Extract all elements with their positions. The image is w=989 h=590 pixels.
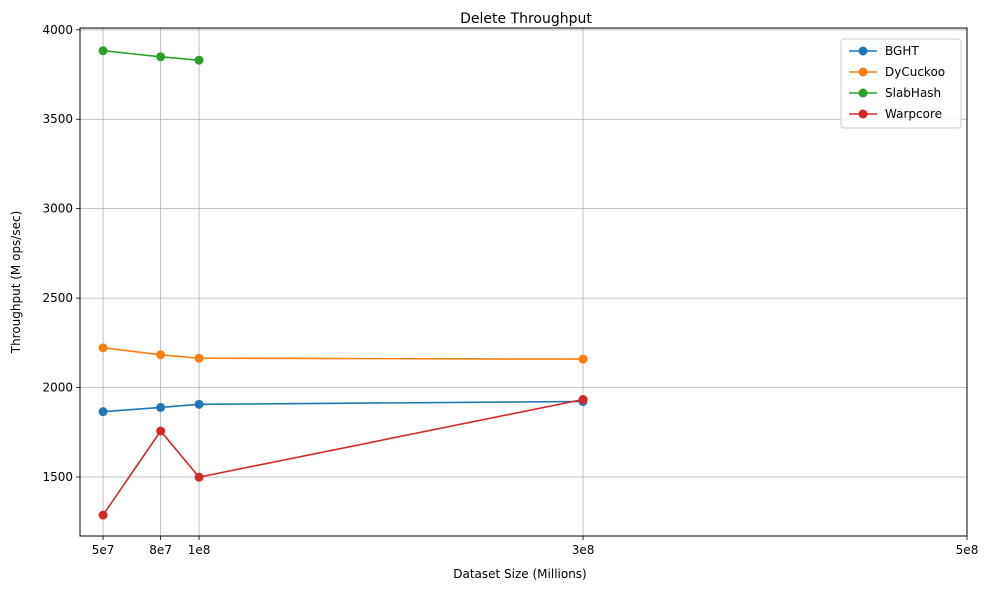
data-point: [156, 426, 166, 436]
y-tick-label: 3000: [42, 202, 73, 216]
series-slabhash: [98, 46, 204, 65]
x-tick-label: 5e8: [956, 543, 979, 557]
data-point: [156, 52, 166, 62]
legend-label: BGHT: [885, 44, 919, 58]
y-tick-label: 2000: [42, 381, 73, 395]
series-line-warpcore: [102, 398, 584, 516]
legend-label: Warpcore: [885, 107, 942, 121]
series-lines: [98, 46, 588, 520]
x-tick-label: 3e8: [572, 543, 595, 557]
legend-item: Warpcore: [849, 107, 942, 121]
y-tick-label: 3500: [42, 112, 73, 126]
x-tick-label: 5e7: [92, 543, 115, 557]
legend-box: [840, 38, 962, 129]
legend-marker: [858, 67, 868, 77]
legend-marker: [858, 88, 868, 98]
series-line-dycuckoo: [102, 347, 584, 360]
x-tick-label: 8e7: [149, 543, 172, 557]
data-point: [98, 343, 108, 353]
y-axis-label: Throughput (M ops/sec): [9, 211, 23, 355]
legend-marker: [858, 109, 868, 119]
legend: BGHT DyCuckoo SlabHash Warpcore: [840, 38, 962, 129]
series-dycuckoo: [98, 343, 588, 364]
data-point: [194, 55, 204, 65]
data-point: [194, 472, 204, 482]
plot-frame: [79, 27, 968, 537]
y-tick-label: 2500: [42, 291, 73, 305]
data-point: [578, 395, 588, 405]
y-tick-label: 1500: [42, 470, 73, 484]
chart-title: Delete Throughput: [460, 11, 592, 27]
data-point: [98, 407, 108, 417]
data-point: [194, 353, 204, 363]
data-point: [578, 354, 588, 364]
legend-item: SlabHash: [849, 86, 941, 100]
data-point: [156, 402, 166, 412]
grid-lines: [80, 28, 968, 536]
series-line-bght: [102, 400, 584, 413]
y-tick-label: 4000: [42, 23, 73, 37]
data-point: [98, 46, 108, 56]
legend-item: DyCuckoo: [849, 65, 945, 79]
legend-marker: [858, 46, 868, 56]
data-point: [194, 399, 204, 409]
axis-ticks: 5e7 8e7 1e8 3e8 5e8 1500 2000 2500 3000 3500 4000: [42, 23, 978, 557]
data-point: [156, 350, 166, 360]
data-point: [98, 510, 108, 520]
legend-item: BGHT: [849, 44, 919, 58]
x-axis-label: Dataset Size (Millions): [453, 567, 587, 581]
legend-label: DyCuckoo: [885, 65, 945, 79]
series-warpcore: [98, 395, 588, 520]
x-tick-label: 1e8: [188, 543, 211, 557]
legend-label: SlabHash: [885, 86, 941, 100]
